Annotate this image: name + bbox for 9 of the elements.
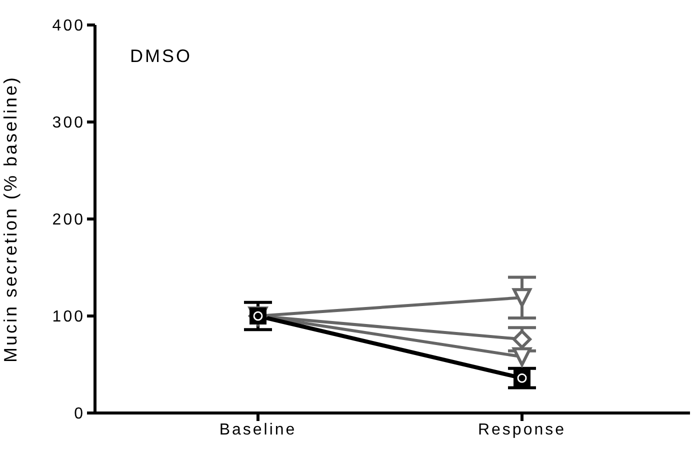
- x-tick-label: Baseline: [219, 421, 297, 438]
- y-tick-label: 0: [74, 406, 85, 423]
- y-tick-label: 300: [52, 114, 85, 132]
- y-axis-title: Mucin secretion (% baseline): [0, 75, 20, 363]
- x-tick-label: Response: [478, 421, 566, 438]
- text: DMSO: [130, 46, 192, 66]
- y-tick-label: 400: [52, 18, 85, 35]
- y-tick-label: 200: [52, 212, 85, 229]
- y-tick-label: 100: [52, 308, 85, 326]
